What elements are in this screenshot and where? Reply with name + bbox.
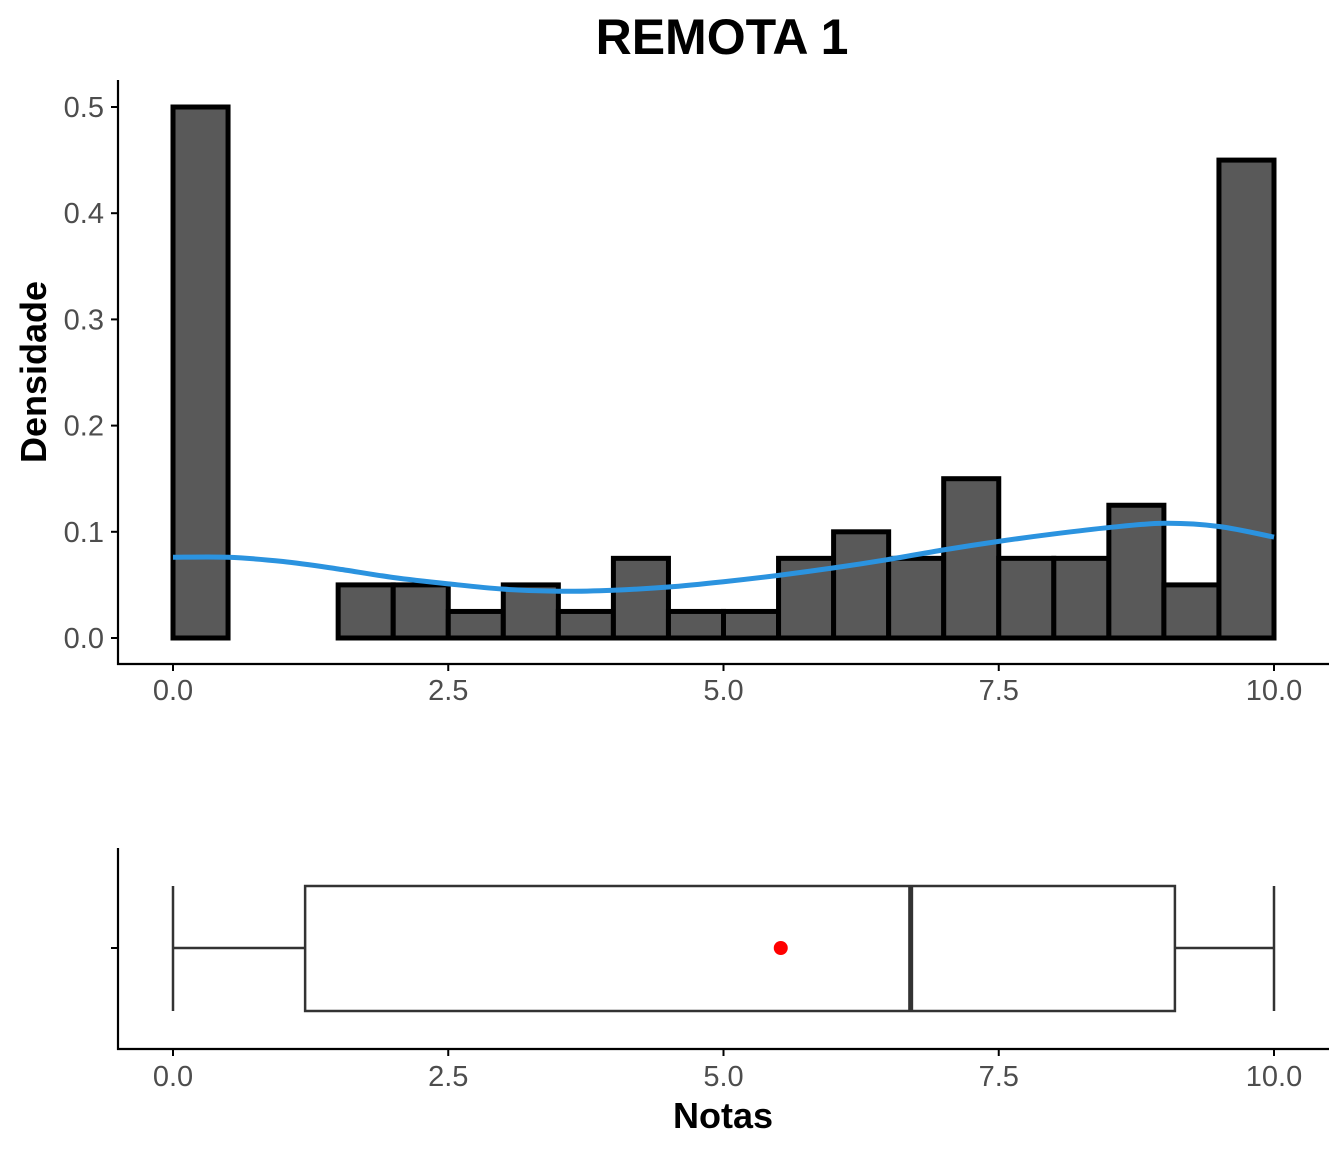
mean-point (773, 941, 788, 955)
chart-title: REMOTA 1 (596, 9, 849, 65)
x-tick-label: 0.0 (153, 675, 193, 707)
histogram-bars (170, 104, 1277, 641)
y-tick-label: 0.2 (64, 411, 104, 443)
interquartile-box (303, 884, 1177, 1013)
x-tick-label: 10.0 (1246, 675, 1302, 707)
histogram-bar (555, 608, 616, 641)
histogram-bar (721, 608, 782, 641)
histogram-bar (610, 555, 671, 641)
y-tick-label: 0.3 (64, 304, 104, 336)
x-axis-title: Notas (673, 1095, 773, 1136)
density-curve (172, 520, 1275, 594)
histogram-bar (390, 582, 451, 641)
histogram-bar (1161, 582, 1222, 641)
box-x-tick-label: 7.5 (979, 1061, 1019, 1093)
histogram-bar (500, 582, 561, 641)
y-tick-label: 0.5 (64, 92, 104, 124)
y-axis-title: Densidade (13, 281, 54, 463)
boxplot-panel: 0.0 2.5 5.0 7.5 10.0 Notas (111, 848, 1329, 1136)
histogram-bar (665, 608, 727, 641)
histogram-bar (886, 555, 947, 641)
box-x-tick-label: 5.0 (703, 1061, 743, 1093)
histogram-bar (335, 582, 396, 641)
box-x-tick-label: 2.5 (428, 1061, 468, 1093)
histogram-bar (996, 555, 1057, 641)
histogram-bar (831, 529, 892, 641)
histogram-bar (1051, 555, 1112, 641)
histogram-panel: Densidade 0.0 0.1 0.2 0.3 0.4 0.5 0.0 2.5 5.0 7.… (13, 80, 1329, 707)
histogram-bar (1216, 157, 1277, 641)
y-ticks: 0.0 0.1 0.2 0.3 0.4 0.5 (64, 92, 118, 655)
box-x-tick-label: 10.0 (1246, 1061, 1302, 1093)
y-tick-label: 0.1 (64, 517, 104, 549)
x-tick-label: 2.5 (428, 675, 468, 707)
x-ticks: 0.0 2.5 5.0 7.5 10.0 (153, 664, 1302, 707)
box-x-tick-label: 0.0 (153, 1061, 193, 1093)
histogram-bar (170, 104, 231, 641)
y-tick-label: 0.0 (64, 623, 104, 655)
box-x-ticks: 0.0 2.5 5.0 7.5 10.0 (153, 1049, 1302, 1093)
x-tick-label: 5.0 (703, 675, 743, 707)
histogram-bar (445, 608, 506, 641)
x-tick-label: 7.5 (979, 675, 1019, 707)
histogram-bar (941, 476, 1002, 641)
y-tick-label: 0.4 (64, 198, 104, 230)
